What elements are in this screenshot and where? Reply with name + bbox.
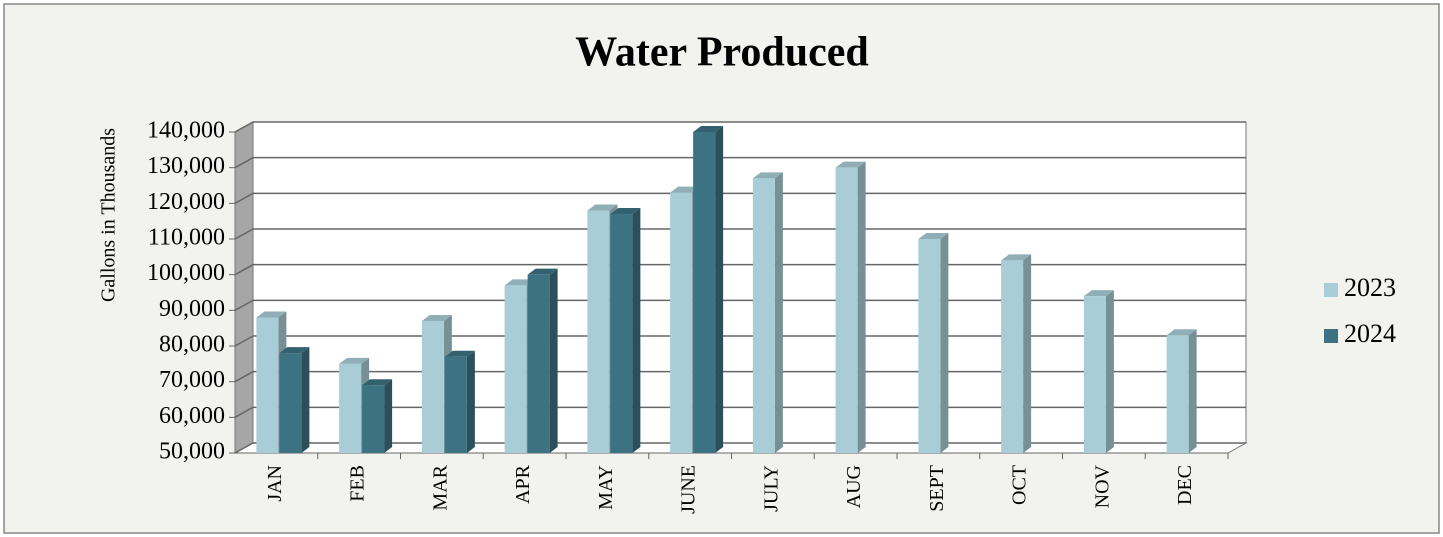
- x-tick-label: DEC: [1174, 465, 1196, 505]
- bar-top: [587, 204, 618, 211]
- x-tick-label: SEPT: [926, 465, 948, 512]
- y-tick-label: 90,000: [159, 296, 225, 322]
- bar: [1001, 260, 1024, 453]
- bar-side: [1105, 290, 1114, 453]
- bar-top: [835, 161, 866, 168]
- bar: [670, 192, 693, 453]
- bar: [835, 167, 858, 453]
- x-tick-label: MAR: [429, 464, 451, 510]
- grid-line: [234, 121, 1246, 133]
- y-tick-label: 50,000: [159, 439, 225, 465]
- bar: [421, 321, 444, 453]
- bar-top: [444, 350, 475, 357]
- bar: [527, 274, 550, 453]
- bar-top: [1083, 290, 1114, 297]
- grid-line: [234, 370, 1246, 383]
- bar-top: [339, 357, 370, 364]
- bar-top: [421, 315, 452, 322]
- y-tick-label: 70,000: [159, 367, 225, 393]
- legend-label: 2023: [1344, 273, 1396, 302]
- grid-line: [234, 228, 1246, 240]
- bar: [1166, 335, 1189, 453]
- bar-side: [384, 379, 393, 453]
- legend-swatch: [1324, 283, 1338, 297]
- y-axis-label: Gallons in Thousands: [98, 128, 120, 302]
- bar: [752, 178, 775, 453]
- x-tick-label: FEB: [347, 465, 369, 502]
- bar-side: [774, 172, 783, 453]
- x-tick-label: MAY: [595, 465, 617, 510]
- bar-side: [940, 233, 949, 453]
- bar-side: [857, 161, 866, 453]
- grid-line: [234, 192, 1246, 204]
- bar-top: [610, 208, 641, 215]
- bar: [1083, 296, 1106, 453]
- x-tick-label: OCT: [1009, 465, 1031, 505]
- bar: [610, 214, 633, 453]
- bar-side: [466, 350, 475, 453]
- bar-top: [1001, 254, 1032, 261]
- bar: [693, 132, 716, 453]
- grid-line: [234, 335, 1246, 347]
- x-tick-label: JAN: [264, 465, 286, 502]
- bar-top: [670, 186, 701, 193]
- bar-side: [1188, 329, 1197, 453]
- bar-top: [256, 311, 287, 318]
- y-tick-label: 130,000: [147, 153, 225, 179]
- bar: [339, 363, 362, 453]
- bar-top: [752, 172, 783, 179]
- grid-line: [234, 263, 1246, 276]
- bar: [279, 353, 302, 453]
- bar: [918, 239, 941, 453]
- y-tick-label: 110,000: [148, 225, 225, 251]
- legend-label: 2024: [1344, 319, 1396, 348]
- grid-line: [234, 406, 1246, 418]
- x-tick-label: AUG: [843, 465, 865, 508]
- bar-side: [549, 268, 558, 453]
- x-tick-label: NOV: [1091, 464, 1113, 508]
- bar: [587, 210, 610, 453]
- x-tick-label: JUNE: [678, 465, 700, 514]
- grid-line: [234, 156, 1246, 169]
- legend-swatch: [1324, 329, 1338, 343]
- y-tick-label: 140,000: [147, 118, 225, 144]
- bar-top: [362, 379, 393, 386]
- bar: [444, 356, 467, 453]
- bar-top: [279, 347, 310, 354]
- bar-top: [1166, 329, 1197, 336]
- y-tick-label: 120,000: [147, 189, 225, 215]
- side-wall: [234, 121, 254, 454]
- y-tick-label: 60,000: [159, 403, 225, 429]
- x-tick-label: JULY: [760, 465, 782, 512]
- bar: [256, 317, 279, 453]
- grid-line: [234, 299, 1246, 311]
- bar: [504, 285, 527, 453]
- y-tick-label: 80,000: [159, 332, 225, 358]
- bar-top: [693, 126, 724, 132]
- grid-line: [234, 442, 1246, 454]
- bar-top: [918, 233, 949, 239]
- bar-side: [1023, 254, 1032, 453]
- y-tick-label: 100,000: [147, 260, 225, 286]
- back-wall: [252, 121, 1247, 444]
- chart-title: Water Produced: [575, 30, 869, 76]
- bar: [362, 385, 385, 453]
- bar-side: [715, 126, 724, 453]
- bar-top: [504, 279, 535, 286]
- bar-side: [632, 208, 641, 453]
- bar-top: [527, 268, 558, 275]
- x-tick-label: APR: [512, 464, 534, 504]
- bar-side: [301, 347, 310, 453]
